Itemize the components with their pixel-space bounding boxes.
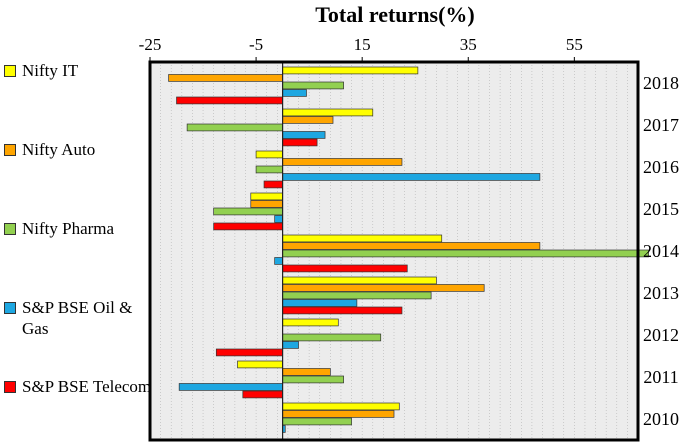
category-label: 2012 <box>643 325 679 345</box>
legend-item-nifty-auto: Nifty Auto <box>4 139 152 160</box>
legend-item-bse-oil-gas: S&P BSE Oil & Gas <box>4 297 152 339</box>
bar-2014-2 <box>282 249 649 258</box>
bar-2016-2 <box>255 165 283 174</box>
bar-2018-3 <box>282 89 307 97</box>
category-label: 2014 <box>643 241 679 261</box>
category-label: 2011 <box>643 367 678 387</box>
bar-2011-2 <box>282 375 344 384</box>
bar-2011-4 <box>242 390 283 399</box>
x-tick-label: 35 <box>460 35 477 54</box>
bar-2015-2 <box>213 207 283 216</box>
legend-item-nifty-it: Nifty IT <box>4 60 152 81</box>
legend-label-nifty-it: Nifty IT <box>22 61 79 80</box>
bar-2017-1 <box>282 116 334 124</box>
bar-2017-0 <box>282 108 374 117</box>
category-label: 2018 <box>643 73 679 93</box>
bar-2010-2 <box>282 417 352 426</box>
bar-2014-0 <box>282 234 443 243</box>
bar-2011-0 <box>237 360 283 369</box>
legend-label-bse-telecom: S&P BSE Telecom <box>22 377 152 396</box>
bar-2013-4 <box>282 306 403 315</box>
bar-2018-1 <box>168 74 283 82</box>
bar-2018-4 <box>176 96 283 105</box>
plot-frame <box>148 60 640 442</box>
legend-swatch-bse-oil-gas <box>4 302 16 314</box>
bar-2015-3 <box>274 215 283 223</box>
chart-title: Total returns(%) <box>315 2 475 27</box>
bar-2013-3 <box>282 299 358 307</box>
legend-swatch-nifty-it <box>4 65 16 77</box>
bar-2014-1 <box>282 242 541 250</box>
legend: Nifty IT Nifty Auto Nifty Pharma S&P BSE… <box>0 0 152 445</box>
bar-2012-0 <box>282 318 339 327</box>
category-label: 2013 <box>643 283 679 303</box>
bar-2014-4 <box>282 264 408 273</box>
legend-item-nifty-pharma: Nifty Pharma <box>4 218 152 239</box>
bar-2012-2 <box>282 333 382 342</box>
bar-2011-1 <box>282 368 331 376</box>
x-tick-label: 55 <box>566 35 583 54</box>
legend-label-nifty-pharma: Nifty Pharma <box>22 219 115 238</box>
legend-swatch-nifty-auto <box>4 144 16 156</box>
bar-2010-1 <box>282 410 395 418</box>
bar-2013-1 <box>282 284 485 292</box>
bar-2012-3 <box>282 341 299 349</box>
legend-swatch-bse-telecom <box>4 381 16 393</box>
bar-2016-1 <box>282 158 403 166</box>
bar-2017-3 <box>282 131 326 139</box>
bar-2012-4 <box>215 348 283 357</box>
category-label: 2010 <box>643 409 679 429</box>
bar-2010-0 <box>282 402 400 411</box>
bar-2016-0 <box>255 150 283 159</box>
x-tick-label: -25 <box>139 35 162 54</box>
bar-2018-2 <box>282 81 344 90</box>
bar-2015-4 <box>213 222 283 231</box>
legend-label-bse-oil-gas: S&P BSE Oil & Gas <box>22 298 133 338</box>
bar-2016-3 <box>282 173 541 181</box>
bar-2017-4 <box>282 138 318 147</box>
legend-item-bse-telecom: S&P BSE Telecom <box>4 376 152 397</box>
category-label: 2016 <box>643 157 679 177</box>
bar-2014-3 <box>274 257 283 265</box>
bar-2013-0 <box>282 276 437 285</box>
x-tick-label: -5 <box>249 35 263 54</box>
bar-2017-2 <box>186 123 283 132</box>
x-tick-label: 15 <box>354 35 371 54</box>
bar-2015-0 <box>250 192 283 201</box>
category-label: 2015 <box>643 199 679 219</box>
legend-swatch-nifty-pharma <box>4 223 16 235</box>
bar-2011-3 <box>178 383 283 391</box>
bar-2016-4 <box>263 180 283 189</box>
legend-label-nifty-auto: Nifty Auto <box>22 140 96 159</box>
bar-2015-1 <box>250 200 283 208</box>
bar-2018-0 <box>282 66 419 75</box>
bar-2013-2 <box>282 291 432 300</box>
category-label: 2017 <box>643 115 679 135</box>
